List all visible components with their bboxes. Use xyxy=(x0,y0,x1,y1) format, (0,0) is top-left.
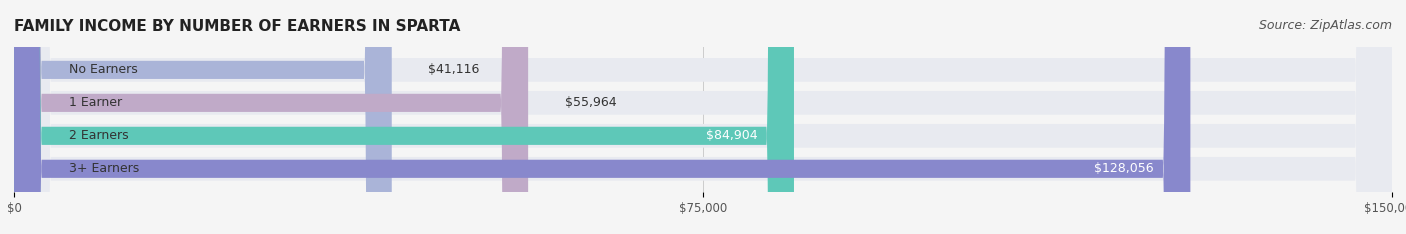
FancyBboxPatch shape xyxy=(14,0,1392,234)
Text: 3+ Earners: 3+ Earners xyxy=(69,162,139,175)
FancyBboxPatch shape xyxy=(14,0,529,234)
FancyBboxPatch shape xyxy=(14,0,1392,234)
Text: $55,964: $55,964 xyxy=(565,96,616,109)
Text: FAMILY INCOME BY NUMBER OF EARNERS IN SPARTA: FAMILY INCOME BY NUMBER OF EARNERS IN SP… xyxy=(14,19,460,34)
Text: Source: ZipAtlas.com: Source: ZipAtlas.com xyxy=(1258,19,1392,32)
Text: $84,904: $84,904 xyxy=(706,129,758,142)
Text: $41,116: $41,116 xyxy=(429,63,479,76)
Text: 2 Earners: 2 Earners xyxy=(69,129,129,142)
Text: No Earners: No Earners xyxy=(69,63,138,76)
FancyBboxPatch shape xyxy=(14,0,1191,234)
FancyBboxPatch shape xyxy=(14,0,1392,234)
Text: 1 Earner: 1 Earner xyxy=(69,96,122,109)
FancyBboxPatch shape xyxy=(14,0,1392,234)
FancyBboxPatch shape xyxy=(14,0,794,234)
FancyBboxPatch shape xyxy=(14,0,392,234)
Text: $128,056: $128,056 xyxy=(1094,162,1153,175)
